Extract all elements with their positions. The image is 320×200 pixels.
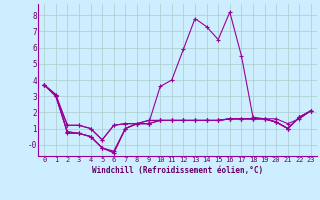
X-axis label: Windchill (Refroidissement éolien,°C): Windchill (Refroidissement éolien,°C) <box>92 166 263 175</box>
